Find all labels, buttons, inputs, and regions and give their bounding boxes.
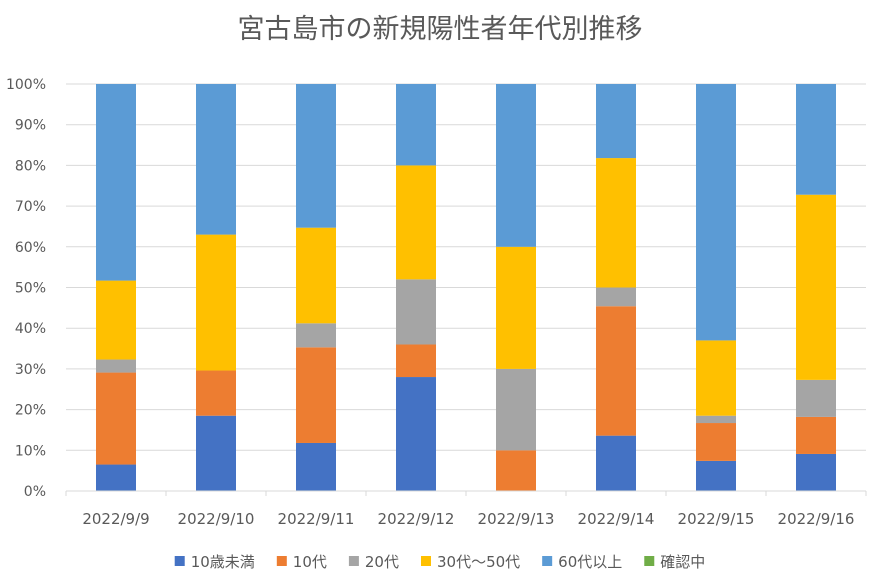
bar-segment xyxy=(696,84,736,341)
y-tick-label: 90% xyxy=(15,118,46,134)
legend-swatch xyxy=(420,556,431,566)
bar-segment xyxy=(396,84,436,166)
bar-segment xyxy=(396,344,436,378)
bar-segment xyxy=(296,323,336,348)
bar-segment xyxy=(96,372,136,465)
bar-segment xyxy=(96,359,136,373)
x-tick-label: 2022/9/13 xyxy=(478,510,555,528)
legend-swatch xyxy=(348,556,359,566)
legend-swatch xyxy=(276,556,287,566)
bar-segment xyxy=(296,347,336,443)
legend-item: 30代～50代 xyxy=(420,553,520,571)
x-tick-label: 2022/9/11 xyxy=(278,510,355,528)
bar-segment xyxy=(196,84,236,235)
legend-label: 20代 xyxy=(365,553,399,571)
x-tick-label: 2022/9/14 xyxy=(578,510,655,528)
y-tick-label: 50% xyxy=(15,281,46,297)
bar-segment xyxy=(496,246,536,369)
y-axis-ticks: 0% 10% 20% 30% 40% 50% 60% 70% 80% 90% 100% xyxy=(6,77,46,500)
x-tick-label: 2022/9/16 xyxy=(778,510,855,528)
bar-segment xyxy=(96,84,136,281)
legend-item: 10代 xyxy=(276,553,327,571)
y-tick-label: 60% xyxy=(15,240,46,256)
bar-segment xyxy=(596,287,636,307)
bar-segment xyxy=(696,423,736,461)
bar-segment xyxy=(296,84,336,228)
legend-item: 60代以上 xyxy=(542,553,622,571)
legend-item: 確認中 xyxy=(644,553,705,571)
legend-label: 30代～50代 xyxy=(437,553,520,571)
bar-segment xyxy=(396,165,436,280)
legend-label: 10歳未満 xyxy=(191,553,255,571)
bar-segment xyxy=(196,370,236,416)
y-tick-label: 40% xyxy=(15,321,46,337)
x-axis xyxy=(65,490,867,496)
legend-label: 10代 xyxy=(293,553,327,571)
x-tick-label: 2022/9/12 xyxy=(378,510,455,528)
legend-label: 確認中 xyxy=(660,553,705,571)
bar-segment xyxy=(196,234,236,371)
chart-title: 宮古島市の新規陽性者年代別推移 xyxy=(238,14,643,45)
x-tick-label: 2022/9/10 xyxy=(178,510,255,528)
bar-segment xyxy=(396,377,436,491)
legend: 10歳未満 10代 20代 30代～50代 60代以上 確認中 xyxy=(174,553,705,571)
bar-segment xyxy=(796,453,836,491)
bar-segment xyxy=(96,464,136,491)
legend-swatch xyxy=(644,556,655,566)
bar-segment xyxy=(196,415,236,491)
bar-segment xyxy=(696,340,736,416)
bar-segment xyxy=(696,460,736,491)
bar-segment xyxy=(796,84,836,195)
bar-segment xyxy=(796,416,836,454)
bar-segment xyxy=(596,84,636,159)
bar-segment xyxy=(496,368,536,451)
gridlines xyxy=(66,83,866,451)
y-tick-label: 20% xyxy=(15,403,46,419)
y-tick-label: 80% xyxy=(15,158,46,174)
bar-segment xyxy=(596,435,636,491)
y-tick-label: 70% xyxy=(15,199,46,215)
bars xyxy=(96,84,836,491)
legend-item: 20代 xyxy=(348,553,399,571)
x-tick-label: 2022/9/9 xyxy=(82,510,149,528)
bar-segment xyxy=(796,194,836,380)
x-axis-ticks: 2022/9/9 2022/9/10 2022/9/11 2022/9/12 2022/… xyxy=(82,510,854,528)
legend-swatch xyxy=(174,556,185,566)
x-tick-label: 2022/9/15 xyxy=(678,510,755,528)
bar-segment xyxy=(296,227,336,324)
legend-item: 10歳未満 xyxy=(174,553,255,571)
bar-segment xyxy=(596,306,636,436)
bar-segment xyxy=(96,280,136,360)
bar-segment xyxy=(796,379,836,417)
legend-swatch xyxy=(542,556,553,566)
y-tick-label: 100% xyxy=(6,77,46,93)
y-tick-label: 10% xyxy=(15,443,46,459)
bar-segment xyxy=(596,158,636,288)
legend-label: 60代以上 xyxy=(558,553,622,571)
y-tick-label: 0% xyxy=(24,484,46,500)
y-tick-label: 30% xyxy=(15,362,46,378)
bar-segment xyxy=(496,450,536,491)
bar-segment xyxy=(396,279,436,345)
bar-segment xyxy=(496,84,536,247)
bar-segment xyxy=(696,415,736,424)
bar-segment xyxy=(296,442,336,491)
